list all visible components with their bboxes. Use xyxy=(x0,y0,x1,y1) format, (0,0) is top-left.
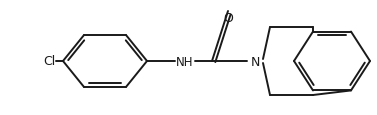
Text: O: O xyxy=(223,11,233,24)
Text: NH: NH xyxy=(176,55,194,68)
Text: Cl: Cl xyxy=(43,55,55,68)
Text: N: N xyxy=(250,55,260,68)
